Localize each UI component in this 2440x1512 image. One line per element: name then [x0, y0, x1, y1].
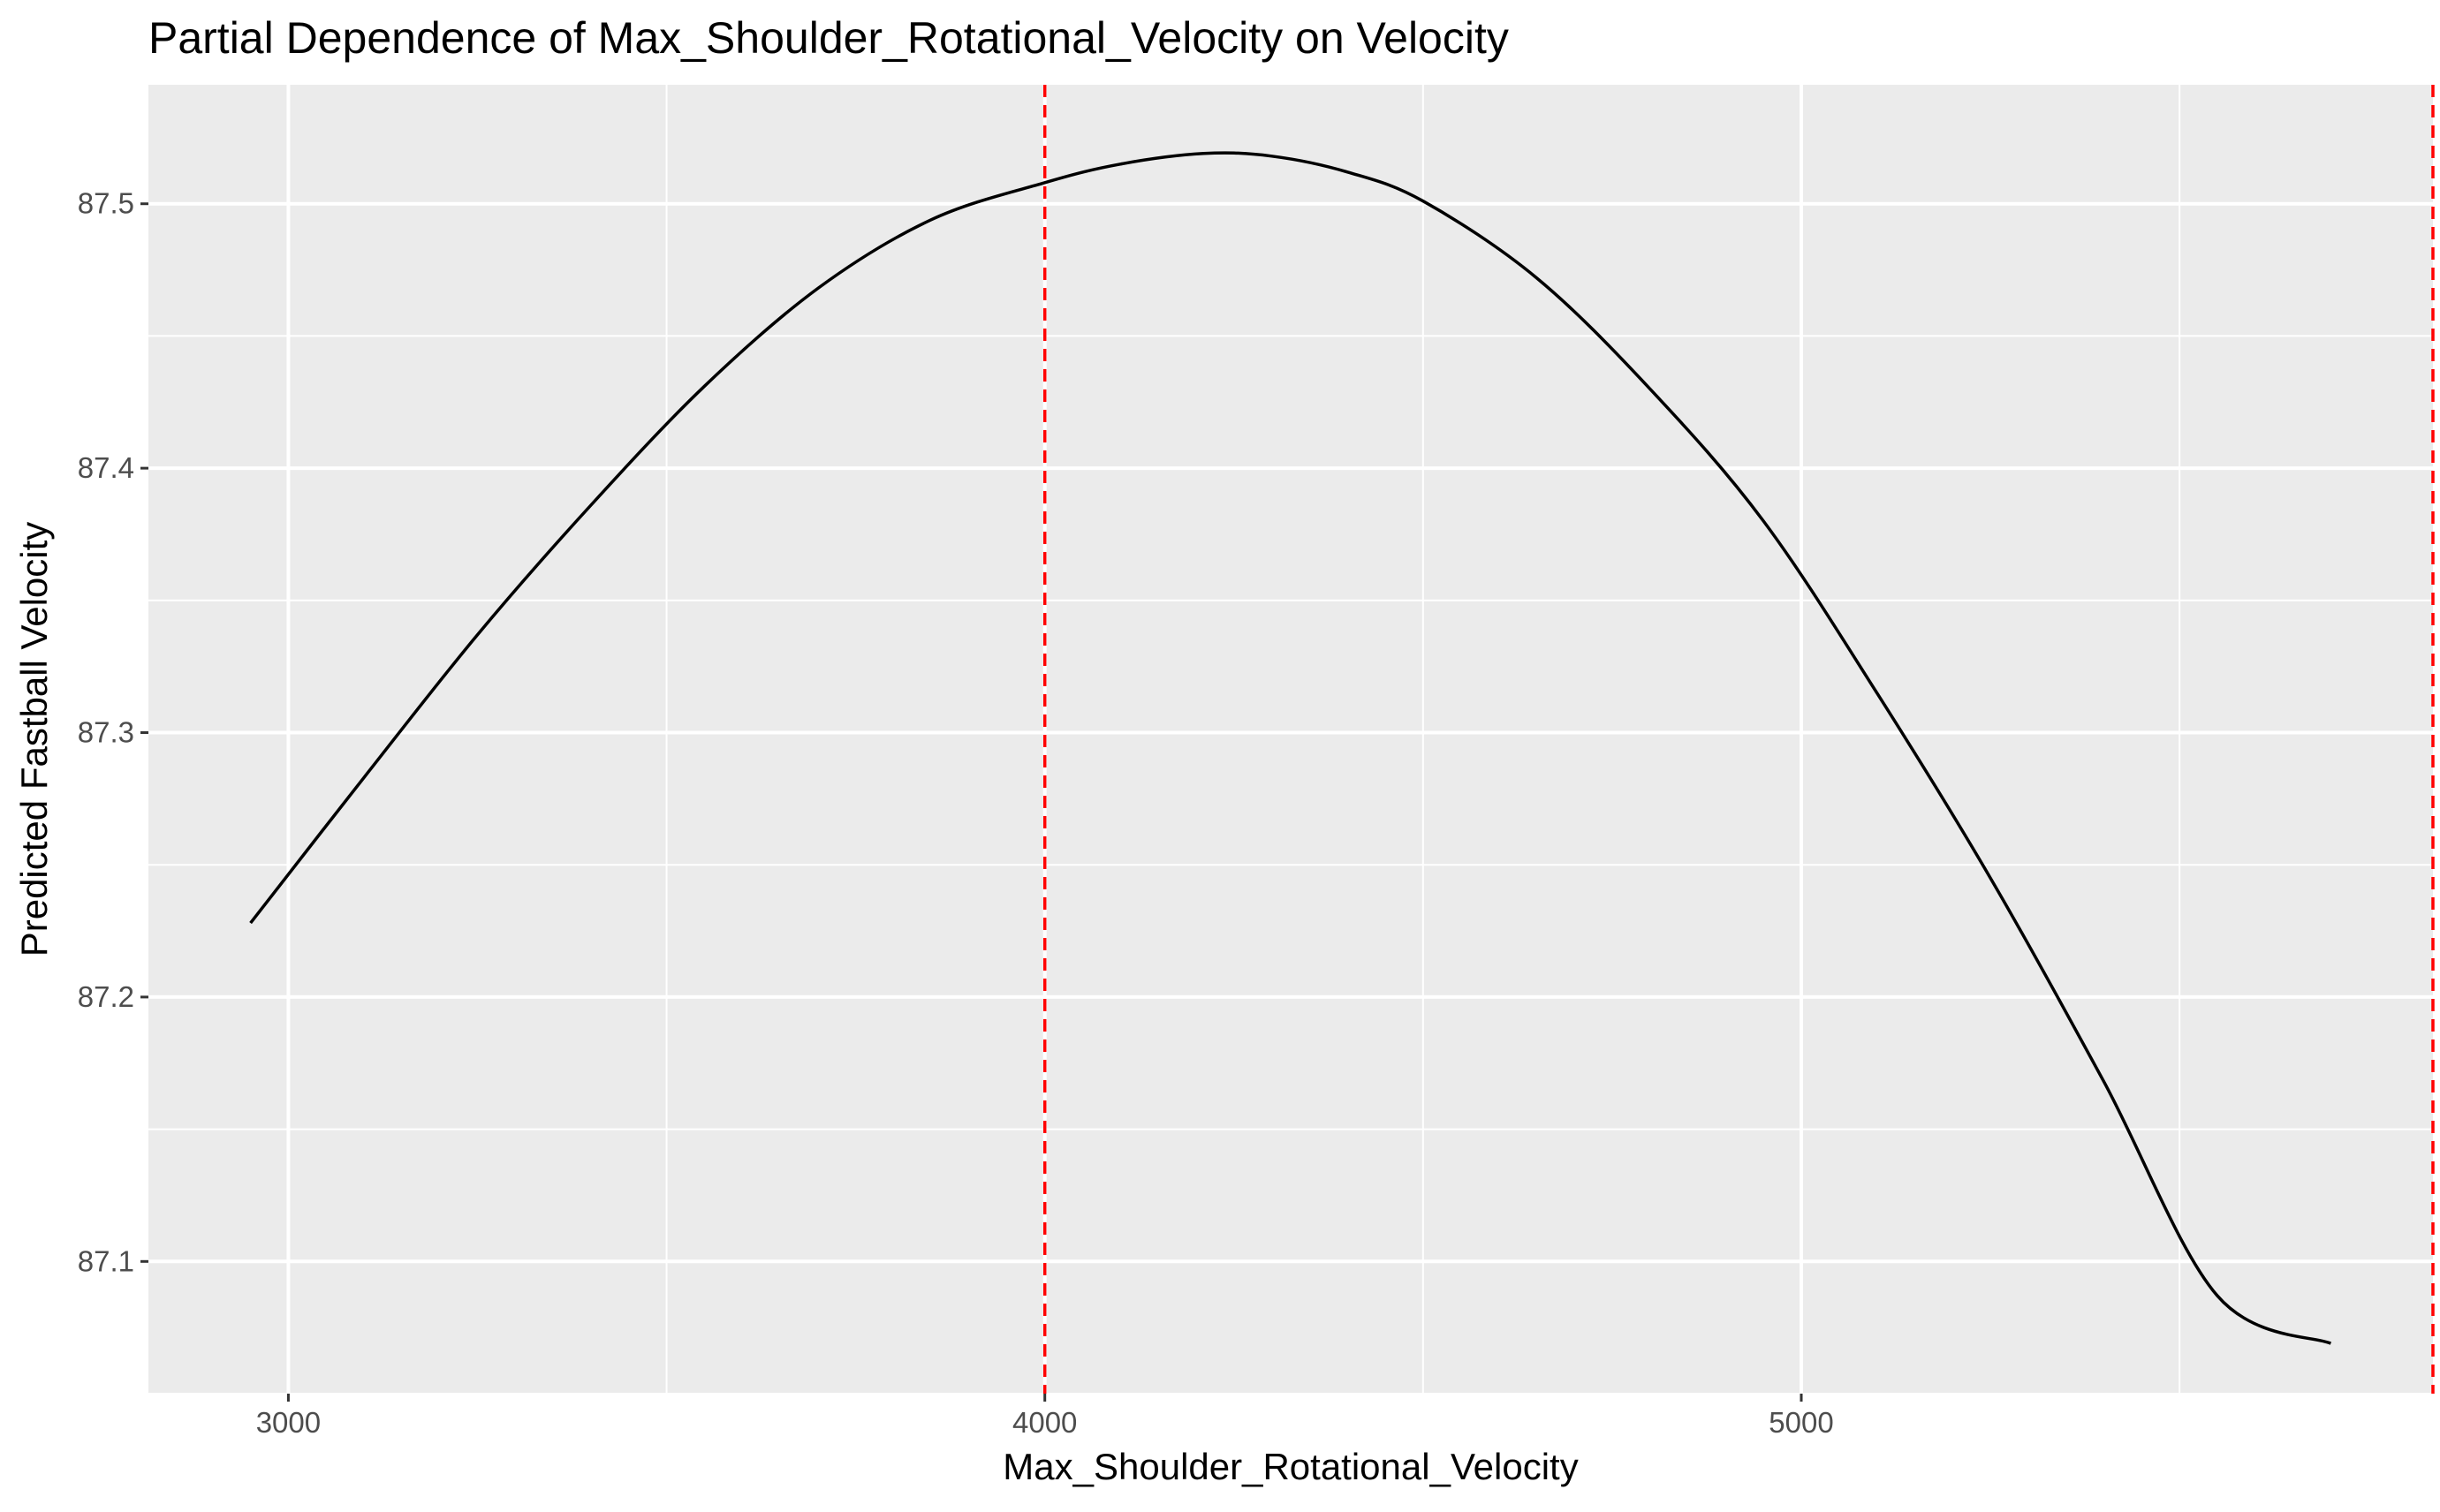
y-axis-ticks: 87.1 87.2 87.3 87.4 87.5 [78, 187, 148, 1277]
major-gridlines [148, 85, 2433, 1394]
x-tick-label: 5000 [1769, 1406, 1833, 1439]
x-tick-label: 3000 [256, 1406, 321, 1439]
x-tick-label: 4000 [1012, 1406, 1077, 1439]
minor-gridlines [148, 85, 2433, 1395]
reference-lines [1042, 85, 2435, 1394]
chart-title: Partial Dependence of Max_Shoulder_Rotat… [148, 13, 1509, 63]
x-axis-title: Max_Shoulder_Rotational_Velocity [1003, 1446, 1578, 1487]
y-tick-label: 87.2 [78, 980, 134, 1013]
y-tick-label: 87.1 [78, 1244, 134, 1277]
series-line [249, 151, 2332, 1345]
x-axis-ticks: 3000 4000 5000 [256, 1394, 1834, 1439]
y-tick-label: 87.3 [78, 716, 134, 749]
series-group [249, 151, 2332, 1345]
y-axis-title: Predicted Fastball Velocity [13, 522, 55, 957]
plot-panel [148, 85, 2433, 1394]
y-tick-label: 87.4 [78, 451, 134, 484]
y-tick-label: 87.5 [78, 187, 134, 220]
